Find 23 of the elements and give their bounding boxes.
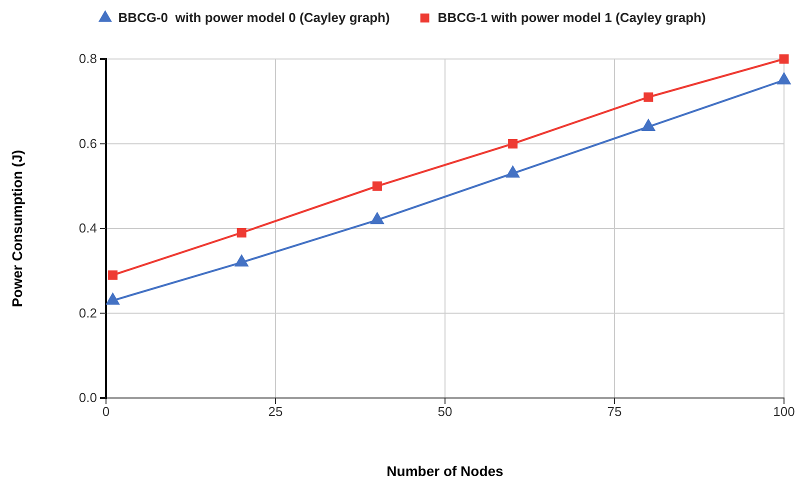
y-tick-label: 0.6 bbox=[78, 136, 97, 151]
point bbox=[779, 54, 789, 64]
point bbox=[236, 228, 246, 238]
x-tick-label: 50 bbox=[438, 404, 452, 420]
x-tick-label: 0 bbox=[102, 404, 110, 420]
y-tick-label: 0.2 bbox=[78, 305, 97, 320]
x-axis-title: Number of Nodes bbox=[386, 463, 504, 479]
point bbox=[234, 254, 249, 267]
y-tick-label: 0.8 bbox=[78, 51, 97, 66]
point bbox=[372, 181, 382, 191]
x-tick-label: 100 bbox=[773, 404, 795, 420]
point bbox=[370, 212, 384, 224]
x-tick-label: 75 bbox=[607, 404, 622, 420]
y-tick-label: 0.4 bbox=[78, 220, 97, 236]
y-axis-title: Power Consumption (J) bbox=[9, 150, 25, 308]
point bbox=[106, 292, 120, 305]
point bbox=[644, 92, 654, 102]
point bbox=[508, 139, 518, 148]
x-tick-label: 25 bbox=[268, 404, 283, 420]
y-tick-label: 0.0 bbox=[78, 390, 97, 406]
legend-label: BBCG-0 with power model 0 (Cayley graph) bbox=[118, 10, 390, 25]
point bbox=[506, 165, 520, 178]
legend-label: BBCG-1 with power model 1 (Cayley graph) bbox=[438, 10, 706, 25]
